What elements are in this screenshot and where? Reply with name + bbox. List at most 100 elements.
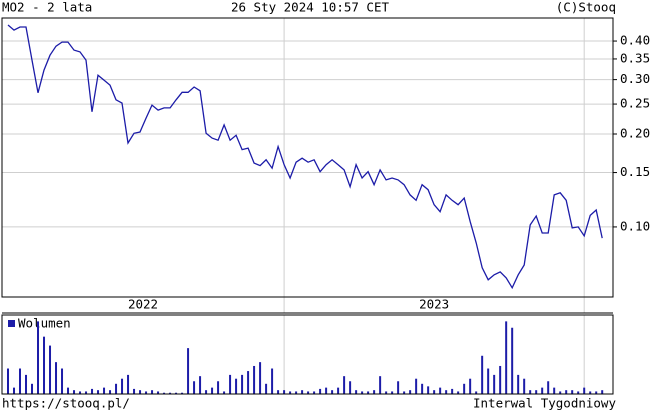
volume-bar: [205, 390, 208, 394]
volume-bar: [403, 391, 406, 394]
source-url[interactable]: https://stooq.pl/: [2, 396, 130, 411]
volume-bar: [277, 390, 280, 394]
volume-bar: [325, 387, 328, 394]
legend-label: Wolumen: [18, 316, 71, 331]
volume-bar: [439, 387, 442, 394]
y-tick-label: 0.10: [620, 218, 650, 233]
volume-bar: [49, 345, 52, 394]
volume-bar: [463, 383, 466, 394]
volume-bar: [103, 387, 106, 394]
volume-bar: [517, 374, 520, 394]
volume-bar: [487, 368, 490, 394]
legend-swatch: [8, 320, 15, 327]
volume-bar: [43, 336, 46, 394]
volume-bar: [169, 392, 172, 394]
volume-bar: [391, 391, 394, 394]
volume-bar: [385, 391, 388, 394]
volume-bar: [295, 391, 298, 394]
volume-bar: [319, 388, 322, 394]
volume-bar: [547, 381, 550, 394]
volume-bar: [265, 383, 268, 394]
volume-bar: [541, 387, 544, 394]
volume-bar: [553, 387, 556, 394]
volume-bar: [109, 390, 112, 394]
volume-bar: [13, 387, 16, 394]
volume-bar: [343, 376, 346, 394]
volume-bar: [481, 355, 484, 394]
volume-bar: [61, 368, 64, 394]
volume-bar: [307, 391, 310, 394]
volume-bar: [511, 327, 514, 394]
volume-bar: [163, 392, 166, 394]
volume-bar: [7, 368, 10, 394]
volume-bar: [313, 391, 316, 394]
volume-bar: [73, 390, 76, 394]
y-tick-label: 0.40: [620, 33, 650, 48]
symbol-title: MO2 - 2 lata: [2, 0, 92, 15]
y-tick-label: 0.35: [620, 50, 650, 65]
volume-bar: [85, 391, 88, 394]
y-tick-label: 0.15: [620, 164, 650, 179]
volume-bar: [133, 388, 136, 394]
volume-bar: [67, 387, 70, 394]
volume-bar: [505, 321, 508, 394]
volume-bar: [223, 391, 226, 394]
volume-bar: [289, 391, 292, 394]
y-tick-label: 0.25: [620, 96, 650, 111]
volume-bar: [115, 383, 118, 394]
volume-bar: [415, 378, 418, 394]
volume-bar: [559, 391, 562, 394]
volume-bar: [187, 348, 190, 394]
volume-bar: [211, 387, 214, 394]
volume-bar: [151, 390, 154, 394]
volume-bar: [55, 362, 58, 394]
volume-bar: [433, 390, 436, 394]
volume-bar: [337, 387, 340, 394]
volume-bar: [499, 365, 502, 394]
volume-bar: [379, 376, 382, 394]
volume-bar: [583, 387, 586, 394]
volume-bar: [247, 371, 250, 394]
volume-bar: [139, 390, 142, 394]
panel-border: [1, 17, 614, 298]
volume-bar: [91, 388, 94, 394]
volume-bar: [31, 383, 34, 394]
volume-bar: [577, 391, 580, 394]
volume-bar: [19, 368, 22, 394]
volume-bar: [283, 390, 286, 394]
volume-bar: [349, 381, 352, 394]
volume-bar: [445, 390, 448, 394]
volume-bar: [301, 390, 304, 394]
volume-bar: [529, 390, 532, 394]
volume-bar: [355, 390, 358, 394]
volume-bar: [571, 390, 574, 394]
volume-bar: [595, 391, 598, 394]
timestamp: 26 Sty 2024 10:57 CET: [231, 0, 390, 15]
interval: Interwal Tygodniowy: [473, 396, 616, 411]
volume-bar: [475, 391, 478, 394]
x-period-label: 2023: [419, 297, 449, 312]
volume-bar: [217, 381, 220, 394]
x-period-label: 2022: [128, 297, 158, 312]
price-line: [7, 24, 603, 290]
volume-bar: [469, 378, 472, 394]
volume-bar: [367, 391, 370, 394]
volume-bar: [25, 374, 28, 394]
volume-bar: [589, 391, 592, 394]
volume-bar: [601, 390, 604, 394]
volume-bar: [397, 381, 400, 394]
volume-bar: [235, 378, 238, 394]
volume-bar: [181, 392, 184, 394]
y-tick-label: 0.20: [620, 125, 650, 140]
y-tick-label: 0.30: [620, 71, 650, 86]
volume-bar: [229, 374, 232, 394]
volume-bar: [241, 374, 244, 394]
volume-bar: [523, 378, 526, 394]
volume-bar: [145, 391, 148, 394]
volume-bar: [457, 391, 460, 394]
volume-bar: [493, 374, 496, 394]
volume-bar: [409, 390, 412, 394]
volume-bar: [421, 383, 424, 394]
